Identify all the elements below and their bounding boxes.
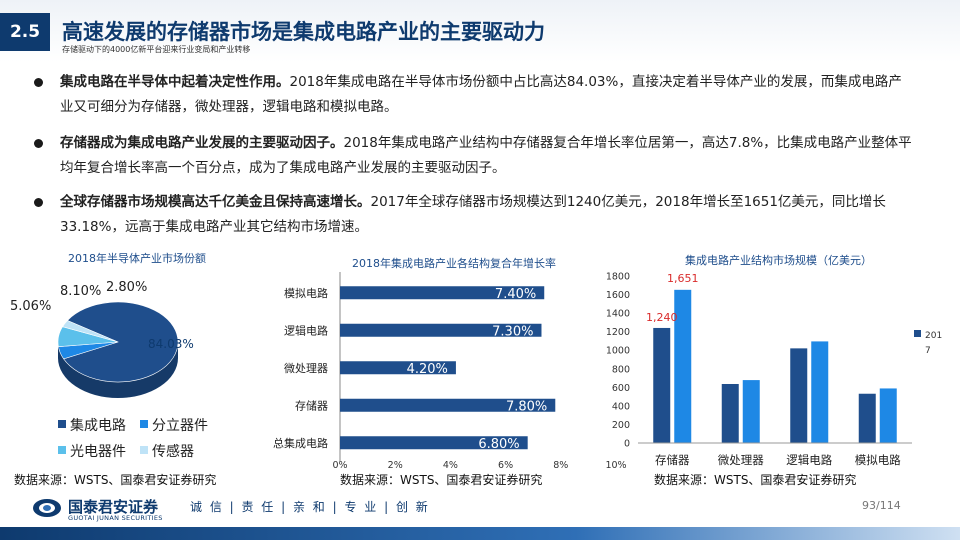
hbar-value-总集成电路: 6.80% <box>478 437 519 452</box>
pie-chart: 84.03% 5.06% 8.10% 2.80% 集成电路 分立器件 光电器件 … <box>10 280 208 460</box>
hbar-category-存储器: 存储器 <box>295 398 328 412</box>
hbar-bar-微处理器 <box>340 361 456 375</box>
column-y-tick: 800 <box>612 364 630 375</box>
pie-label-分立器件: 5.06% <box>10 299 51 314</box>
pie-chart-title: 2018年半导体产业市场份额 <box>68 252 206 265</box>
hbar-x-tick: 2% <box>388 460 403 471</box>
column-y-tick: 1200 <box>606 327 630 338</box>
legend-label-分立器件: 分立器件 <box>152 418 208 434</box>
hbar-x-tick: 8% <box>553 460 568 471</box>
column-category-模拟电路: 模拟电路 <box>855 453 901 467</box>
legend-label-光电器件: 光电器件 <box>70 444 126 460</box>
bullet-dot-icon <box>34 139 43 148</box>
column-bar-微处理器-2017 <box>721 383 739 443</box>
pie-label-光电器件: 8.10% <box>60 284 101 299</box>
hbar-x-tick: 0% <box>332 460 347 471</box>
bullet-3: 全球存储器市场规模高达千亿美金且保持高速增长。2017年全球存储器市场规模达到1… <box>34 190 914 240</box>
legend-label-2017-a: 201 <box>925 331 942 341</box>
legend-swatch-2017 <box>914 330 921 337</box>
page-subtitle: 存储驱动下的4000亿新平台迎来行业变局和产业转移 <box>62 45 251 54</box>
bullet-2: 存储器成为集成电路产业发展的主要驱动因子。2018年集成电路产业结构中存储器复合… <box>34 131 914 181</box>
column-chart-title: 集成电路产业结构市场规模（亿美元） <box>685 254 872 267</box>
source-column: 数据来源：WSTS、国泰君安证券研究 <box>654 473 857 487</box>
legend-label-集成电路: 集成电路 <box>70 417 126 434</box>
bar-chart-title: 2018年集成电路产业各结构复合年增长率 <box>352 257 556 270</box>
bullet-1-bold: 集成电路在半导体中起着决定性作用。 <box>60 74 290 90</box>
column-data-label-2018: 1,651 <box>667 272 699 285</box>
company-logo-icon <box>33 499 61 517</box>
column-category-微处理器: 微处理器 <box>718 453 764 467</box>
legend-label-2017-b: 7 <box>925 346 931 356</box>
hbar-bar-存储器 <box>340 398 556 412</box>
column-y-tick: 1400 <box>606 309 630 320</box>
bullet-1: 集成电路在半导体中起着决定性作用。2018年集成电路在半导体市场份额中占比高达8… <box>34 70 914 120</box>
legend-swatch-集成电路 <box>58 420 66 428</box>
company-name-cn: 国泰君安证券 <box>68 498 159 516</box>
bullet-dot-icon <box>34 198 43 207</box>
page-number: 93/114 <box>862 499 901 512</box>
column-y-tick: 1600 <box>606 290 630 301</box>
hbar-value-逻辑电路: 7.30% <box>492 324 533 339</box>
column-y-tick: 0 <box>624 439 630 450</box>
column-category-存储器: 存储器 <box>655 453 690 467</box>
bullet-2-text: 2018年集成电路产业结构中存储器复合年增长率位居第一，高达7.8%，比集成电路… <box>60 135 912 176</box>
hbar-category-总集成电路: 总集成电路 <box>273 436 328 450</box>
hbar-bar-总集成电路 <box>340 436 528 450</box>
page-title: 高速发展的存储器市场是集成电路产业的主要驱动力 <box>62 20 545 44</box>
pie-label-传感器: 2.80% <box>106 280 147 295</box>
column-bar-微处理器-series2 <box>742 380 760 443</box>
bullet-3-text: 2017年全球存储器市场规模达到1240亿美元，2018年增长至1651亿美元，… <box>60 194 886 235</box>
source-pie: 数据来源：WSTS、国泰君安证券研究 <box>14 473 217 487</box>
column-y-tick: 200 <box>612 420 630 431</box>
column-bar-存储器-series2 <box>674 289 692 443</box>
column-chart: 1,240 1,651 0 200 400 600 800 1000 1200 1400 1600… <box>606 272 942 468</box>
hbar-bar-逻辑电路 <box>340 323 542 337</box>
bullet-1-text: 2018年集成电路在半导体市场份额中占比高达84.03%，直接决定着半导体产业的… <box>60 74 902 115</box>
pie-slice-传感器 <box>62 320 119 343</box>
bullet-3-bold: 全球存储器市场规模高达千亿美金且保持高速增长。 <box>60 194 371 210</box>
column-bar-逻辑电路-series2 <box>811 341 829 443</box>
section-badge: 2.5 <box>0 13 50 51</box>
hbar-x-tick: 6% <box>498 460 513 471</box>
footer-stripe <box>0 527 960 540</box>
column-y-tick: 1000 <box>606 346 630 357</box>
legend-swatch-光电器件 <box>58 446 66 454</box>
column-bar-模拟电路-2017 <box>858 393 876 443</box>
legend-swatch-分立器件 <box>140 420 148 428</box>
pie-label-集成电路: 84.03% <box>148 337 194 351</box>
hbar-bar-模拟电路 <box>340 286 545 300</box>
column-bar-模拟电路-series2 <box>879 388 897 443</box>
hbar-x-tick: 4% <box>443 460 458 471</box>
hbar-category-模拟电路: 模拟电路 <box>284 286 328 300</box>
source-hbar: 数据来源：WSTS、国泰君安证券研究 <box>340 473 543 487</box>
column-bar-存储器-2017 <box>653 327 671 443</box>
legend-label-传感器: 传感器 <box>152 443 194 460</box>
column-data-label-2017: 1,240 <box>646 311 678 324</box>
hbar-value-微处理器: 4.20% <box>407 362 448 377</box>
column-bar-逻辑电路-2017 <box>790 348 808 443</box>
bullet-2-bold: 存储器成为集成电路产业发展的主要驱动因子。 <box>60 135 344 151</box>
bullet-dot-icon <box>34 78 43 87</box>
column-y-tick: 600 <box>612 383 630 394</box>
hbar-category-微处理器: 微处理器 <box>284 361 328 375</box>
legend-swatch-传感器 <box>140 446 148 454</box>
header-band <box>0 0 960 62</box>
hbar-value-模拟电路: 7.40% <box>495 287 536 302</box>
hbar-chart: 模拟电路 7.40% 逻辑电路 7.30% 微处理器 4.20% 存储器 7.80% 总集成电路… <box>273 272 627 471</box>
pie-slice-集成电路 <box>63 301 179 383</box>
pie-side <box>58 342 178 398</box>
column-category-逻辑电路: 逻辑电路 <box>786 453 832 467</box>
company-name-en: GUOTAI JUNAN SECURITIES <box>68 514 163 522</box>
column-y-tick: 1800 <box>606 272 630 283</box>
hbar-x-tick: 10% <box>605 460 626 471</box>
column-y-tick: 400 <box>612 401 630 412</box>
hbar-value-存储器: 7.80% <box>506 399 547 414</box>
hbar-category-逻辑电路: 逻辑电路 <box>284 323 328 337</box>
footer-slogan: 诚 信 | 责 任 | 亲 和 | 专 业 | 创 新 <box>190 500 430 514</box>
